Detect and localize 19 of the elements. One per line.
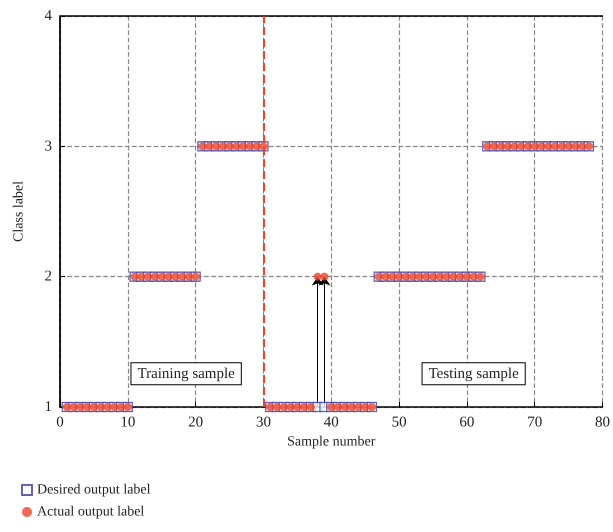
- x-tick-label: 30: [256, 414, 271, 430]
- x-axis-title: Sample number: [287, 434, 376, 450]
- legend-label: Desired output label: [37, 482, 151, 498]
- annotation: Training sample: [137, 366, 236, 382]
- y-tick-label: 3: [44, 138, 52, 154]
- x-tick-label: 20: [188, 414, 204, 430]
- x-tick-label: 10: [120, 414, 136, 430]
- x-tick-label: 60: [459, 414, 474, 430]
- y-axis-title: Class label: [12, 180, 26, 242]
- legend-label: Actual output label: [37, 504, 144, 520]
- annotation: Testing sample: [428, 366, 520, 382]
- x-tick-label: 80: [595, 414, 610, 430]
- y-tick-label: 1: [44, 399, 52, 415]
- y-tick-label: 2: [44, 268, 52, 285]
- x-tick-label: 0: [56, 414, 64, 430]
- y-tick-label: 4: [44, 8, 52, 24]
- x-tick-label: 40: [324, 414, 339, 430]
- x-tick-label: 50: [392, 414, 407, 430]
- x-tick-label: 70: [527, 414, 542, 430]
